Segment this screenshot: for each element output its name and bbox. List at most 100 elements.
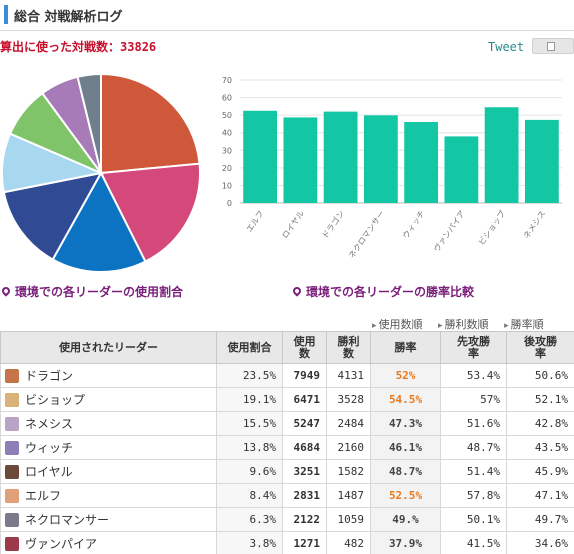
bar-7[interactable] bbox=[484, 107, 519, 203]
share-cell: 15.5% bbox=[216, 411, 283, 436]
used-cell: 1271 bbox=[282, 531, 327, 554]
first-rate-cell: 53.4% bbox=[440, 363, 507, 388]
winrate-bar-svg: 0 10 20 30 40 50 60 70 エルフ ロイヤル ドラゴン ネクロマンサー ウィッチ ヴァン… bbox=[222, 76, 562, 260]
wins-cell: 1059 bbox=[326, 507, 371, 532]
rate-cell: 52.5% bbox=[370, 483, 441, 508]
usage-pie-chart bbox=[0, 72, 202, 274]
bar-2[interactable] bbox=[283, 117, 318, 203]
used-cell: 2831 bbox=[282, 483, 327, 508]
used-cell: 6471 bbox=[282, 387, 327, 412]
leader-name: ヴァンパイア bbox=[25, 537, 98, 551]
leader-name: ネメシス bbox=[25, 417, 74, 431]
leader-name: ロイヤル bbox=[25, 465, 73, 479]
share-button[interactable] bbox=[532, 38, 574, 54]
bar-1[interactable] bbox=[243, 110, 278, 203]
pie-slice-1[interactable] bbox=[100, 72, 201, 175]
sort-by-usage-link[interactable]: 使用数順 bbox=[372, 318, 423, 331]
wins-cell: 2160 bbox=[326, 435, 371, 460]
share-cell: 8.4% bbox=[216, 483, 283, 508]
first-rate-cell: 51.4% bbox=[440, 459, 507, 484]
bar-8[interactable] bbox=[524, 119, 559, 203]
leader-name: エルフ bbox=[25, 489, 62, 503]
col-header-leader[interactable]: 使用されたリーダー bbox=[0, 331, 217, 364]
rate-cell: 48.7% bbox=[370, 459, 441, 484]
col-header-second[interactable]: 後攻勝率 bbox=[506, 331, 574, 364]
leader-avatar-icon bbox=[5, 489, 19, 503]
leader-avatar-icon bbox=[5, 369, 19, 383]
wins-cell: 1487 bbox=[326, 483, 371, 508]
leader-cell: ロイヤル bbox=[0, 459, 217, 484]
col-header-share[interactable]: 使用割合 bbox=[216, 331, 283, 364]
table-row: ネクロマンサー 6.3% 2122 1059 49.% 50.1% 49.7% bbox=[0, 507, 574, 532]
y-tick-label: 70 bbox=[222, 76, 232, 85]
table-row: ロイヤル 9.6% 3251 1582 48.7% 51.4% 45.9% bbox=[0, 459, 574, 484]
wins-cell: 4131 bbox=[326, 363, 371, 388]
second-rate-cell: 47.1% bbox=[506, 483, 574, 508]
first-rate-cell: 48.7% bbox=[440, 435, 507, 460]
share-cell: 13.8% bbox=[216, 435, 283, 460]
col-header-used[interactable]: 使用数 bbox=[282, 331, 327, 364]
pie-slice-8[interactable] bbox=[76, 72, 102, 174]
sort-by-wins-link[interactable]: 勝利数順 bbox=[438, 318, 489, 331]
bar-6[interactable] bbox=[444, 136, 479, 203]
sort-by-winrate-link[interactable]: 勝率順 bbox=[504, 318, 544, 331]
col-header-wins[interactable]: 勝利数 bbox=[326, 331, 371, 364]
battle-count-value: 33826 bbox=[120, 40, 157, 54]
leader-avatar-icon bbox=[5, 513, 19, 527]
x-tick-label: ドラゴン bbox=[320, 208, 347, 240]
x-tick-label: ヴァンパイア bbox=[431, 208, 467, 253]
pie-slice-3[interactable] bbox=[51, 170, 147, 273]
leader-avatar-icon bbox=[5, 537, 19, 551]
leader-avatar-icon bbox=[5, 441, 19, 455]
bar-caption[interactable]: 環境での各リーダーの勝率比較 bbox=[291, 283, 475, 300]
used-cell: 7949 bbox=[282, 363, 327, 388]
col-header-rate[interactable]: 勝率 bbox=[370, 331, 441, 364]
table-header-row: 使用されたリーダー 使用割合 使用数 勝利数 勝率 先攻勝率 後攻勝率 bbox=[0, 331, 574, 364]
y-tick-label: 10 bbox=[222, 181, 232, 190]
leader-avatar-icon bbox=[5, 465, 19, 479]
y-tick-label: 30 bbox=[222, 146, 232, 155]
share-cell: 3.8% bbox=[216, 531, 283, 554]
share-cell: 9.6% bbox=[216, 459, 283, 484]
battle-count: 算出に使った対戦数：33826 bbox=[0, 38, 156, 55]
winrate-bar-chart: 0 10 20 30 40 50 60 70 エルフ ロイヤル ドラゴン ネクロマンサー ウィッチ ヴァン… bbox=[210, 72, 574, 272]
rate-cell: 37.9% bbox=[370, 531, 441, 554]
table-row: エルフ 8.4% 2831 1487 52.5% 57.8% 47.1% bbox=[0, 483, 574, 508]
second-rate-cell: 52.1% bbox=[506, 387, 574, 412]
x-tick-label: ウィッチ bbox=[401, 209, 427, 240]
leader-cell: ネメシス bbox=[0, 411, 217, 436]
second-rate-cell: 42.8% bbox=[506, 411, 574, 436]
second-rate-cell: 34.6% bbox=[506, 531, 574, 554]
pie-slice-2[interactable] bbox=[99, 162, 201, 263]
first-rate-cell: 57% bbox=[440, 387, 507, 412]
y-tick-label: 40 bbox=[222, 129, 232, 138]
rate-cell: 54.5% bbox=[370, 387, 441, 412]
bar-5[interactable] bbox=[404, 121, 439, 203]
pie-slice-4[interactable] bbox=[2, 171, 103, 261]
used-cell: 5247 bbox=[282, 411, 327, 436]
bar-3[interactable] bbox=[323, 111, 358, 203]
first-rate-cell: 41.5% bbox=[440, 531, 507, 554]
leader-stats-table: 使用されたリーダー 使用割合 使用数 勝利数 勝率 先攻勝率 後攻勝率 ドラゴン… bbox=[0, 331, 574, 554]
leader-cell: エルフ bbox=[0, 483, 217, 508]
map-pin-icon bbox=[0, 285, 12, 297]
col-header-first[interactable]: 先攻勝率 bbox=[440, 331, 507, 364]
page-header: 総合 対戦解析ログ bbox=[0, 0, 574, 31]
table-row: ウィッチ 13.8% 4684 2160 46.1% 48.7% 43.5% bbox=[0, 435, 574, 460]
second-rate-cell: 50.6% bbox=[506, 363, 574, 388]
leader-cell: ビショップ bbox=[0, 387, 217, 412]
map-pin-icon bbox=[291, 285, 303, 297]
pie-caption[interactable]: 環境での各リーダーの使用割合 bbox=[0, 283, 183, 300]
bar-4[interactable] bbox=[363, 115, 398, 203]
used-cell: 4684 bbox=[282, 435, 327, 460]
leader-cell: ネクロマンサー bbox=[0, 507, 217, 532]
tweet-link[interactable]: Tweet bbox=[488, 40, 525, 54]
battle-count-label: 算出に使った対戦数： bbox=[0, 40, 121, 54]
bar-caption-text: 環境での各リーダーの勝率比較 bbox=[306, 285, 475, 299]
leader-avatar-icon bbox=[5, 393, 19, 407]
wins-cell: 1582 bbox=[326, 459, 371, 484]
second-rate-cell: 45.9% bbox=[506, 459, 574, 484]
share-cell: 6.3% bbox=[216, 507, 283, 532]
table-row: ビショップ 19.1% 6471 3528 54.5% 57% 52.1% bbox=[0, 387, 574, 412]
x-tick-label: ネクロマンサー bbox=[347, 209, 386, 260]
